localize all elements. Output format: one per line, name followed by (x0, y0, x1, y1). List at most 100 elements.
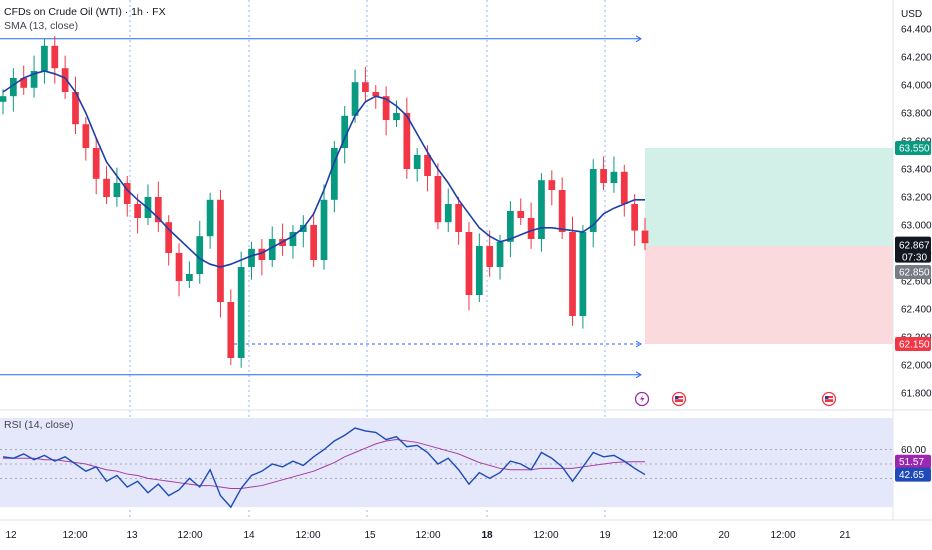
candle-body (496, 241, 504, 267)
candle-body (538, 180, 545, 239)
chart-title[interactable]: CFDs on Crude Oil (WTI) · 1h · FX (4, 6, 166, 18)
price-tick-label: 63.200 (901, 193, 932, 204)
candle-body (72, 92, 79, 125)
candle-body (123, 183, 131, 204)
target-badge-bg (895, 141, 931, 155)
candle-body (186, 274, 193, 281)
candle-body (289, 232, 297, 246)
icon-flag-stripe (675, 398, 683, 400)
candle-body (403, 113, 411, 169)
position-zones (645, 148, 893, 344)
time-tick-label: 12:00 (295, 530, 320, 541)
price-tick-label: 63.400 (901, 165, 932, 176)
candle-body (227, 302, 235, 358)
entry-badge-text: 62.850 (899, 268, 930, 279)
candle-body (569, 232, 576, 316)
level-arrow (635, 340, 642, 348)
horizontal-levels[interactable] (0, 35, 642, 379)
stop-badge-text: 62.150 (899, 340, 930, 351)
price-axis[interactable]: USD64.40064.20064.00063.80063.60063.4006… (895, 9, 932, 482)
candle-body (30, 71, 38, 88)
icon-flag-canton (675, 396, 679, 399)
price-tick-label: 63.800 (901, 109, 932, 120)
rsi-legend[interactable]: RSI (14, close) (4, 419, 74, 431)
icon-bolt (640, 395, 645, 403)
price-tick-label: 61.800 (901, 389, 932, 400)
candle-body (175, 253, 183, 281)
us-flag-event-icon (821, 391, 837, 407)
candle-body (154, 197, 162, 223)
lightning-event-icon (634, 391, 650, 407)
currency-label: USD (901, 9, 922, 20)
icon-flag-stripe (825, 398, 833, 400)
time-tick-label: 12:00 (415, 530, 440, 541)
candle-body (579, 232, 587, 316)
candle-body (330, 148, 338, 200)
current-price-badge-countdown: 07:30 (902, 253, 927, 264)
candle-body (620, 171, 628, 204)
time-tick-label: 12:00 (770, 530, 795, 541)
candle-body (310, 225, 318, 260)
price-tick-label: 62.000 (901, 361, 932, 372)
candle-body (268, 239, 276, 260)
time-tick-label: 19 (599, 530, 611, 541)
stop-badge-bg (895, 337, 931, 351)
candle-body (548, 180, 556, 190)
candle-body (206, 199, 214, 237)
icon-flag-canton (825, 396, 829, 399)
candle-body (351, 82, 359, 116)
target-badge: 63.550 (895, 141, 931, 155)
candle-body (589, 169, 597, 232)
rsi-value-badge-bg (895, 467, 931, 482)
candle-series (0, 36, 649, 368)
candle-body (20, 78, 28, 88)
candle-body (486, 246, 494, 267)
entry-badge-bg (895, 265, 931, 279)
rsi-ma-badge-bg (895, 454, 931, 469)
rsi-value-badge: 42.65 (895, 467, 931, 482)
candle-body (444, 204, 452, 223)
candle-body (9, 78, 17, 97)
candle-body (517, 211, 525, 218)
candle-body (82, 124, 90, 148)
rsi-ma-line (3, 439, 646, 489)
sma-series (2, 70, 645, 268)
time-tick-label: 12 (5, 530, 17, 541)
candle-body (413, 155, 421, 169)
time-tick-label: 12:00 (177, 530, 202, 541)
loss-zone (645, 246, 893, 344)
candle-body (507, 211, 514, 242)
price-tick-label: 64.000 (901, 81, 932, 92)
candle-body (51, 45, 59, 69)
rsi-pane (0, 418, 893, 509)
candle-body (217, 199, 224, 302)
price-tick-label: 64.400 (901, 25, 932, 36)
candle-body (527, 218, 535, 239)
candle-body (61, 68, 69, 92)
level-arrow (635, 35, 642, 43)
candle-body (382, 96, 390, 120)
event-icons[interactable] (634, 391, 837, 407)
sma-legend[interactable]: SMA (13, close) (4, 20, 79, 32)
candle-body (320, 199, 328, 260)
candle-body (455, 204, 462, 232)
profit-zone (645, 148, 893, 246)
candle-body (248, 248, 255, 267)
candle-body (465, 232, 473, 295)
target-badge-text: 63.550 (899, 144, 930, 155)
stop-badge: 62.150 (895, 337, 931, 351)
time-tick-label: 14 (243, 530, 255, 541)
candle-body (237, 267, 245, 358)
candle-body (92, 148, 100, 179)
candle-body (41, 45, 48, 71)
time-tick-label: 15 (364, 530, 376, 541)
current-price-badge-text: 62.867 (899, 241, 930, 252)
candle-body (600, 169, 607, 183)
rsi-line (2, 427, 646, 509)
price-tick-label: 62.400 (901, 305, 932, 316)
time-tick-label: 12:00 (652, 530, 677, 541)
time-axis[interactable]: 12 12:00 13 12:00 14 12:00 15 12:00 18 12:00 19 12:… (5, 530, 851, 541)
current-price-badge-bg (895, 236, 931, 263)
